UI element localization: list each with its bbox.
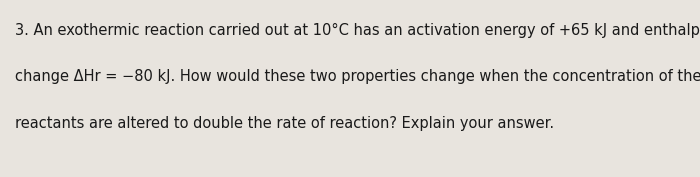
Text: 3. An exothermic reaction carried out at 10°C has an activation energy of +65 kJ: 3. An exothermic reaction carried out at… [15,23,700,38]
Text: reactants are altered to double the rate of reaction? Explain your answer.: reactants are altered to double the rate… [15,116,554,131]
Text: change ΔHr = −80 kJ. How would these two properties change when the concentratio: change ΔHr = −80 kJ. How would these two… [15,69,700,84]
